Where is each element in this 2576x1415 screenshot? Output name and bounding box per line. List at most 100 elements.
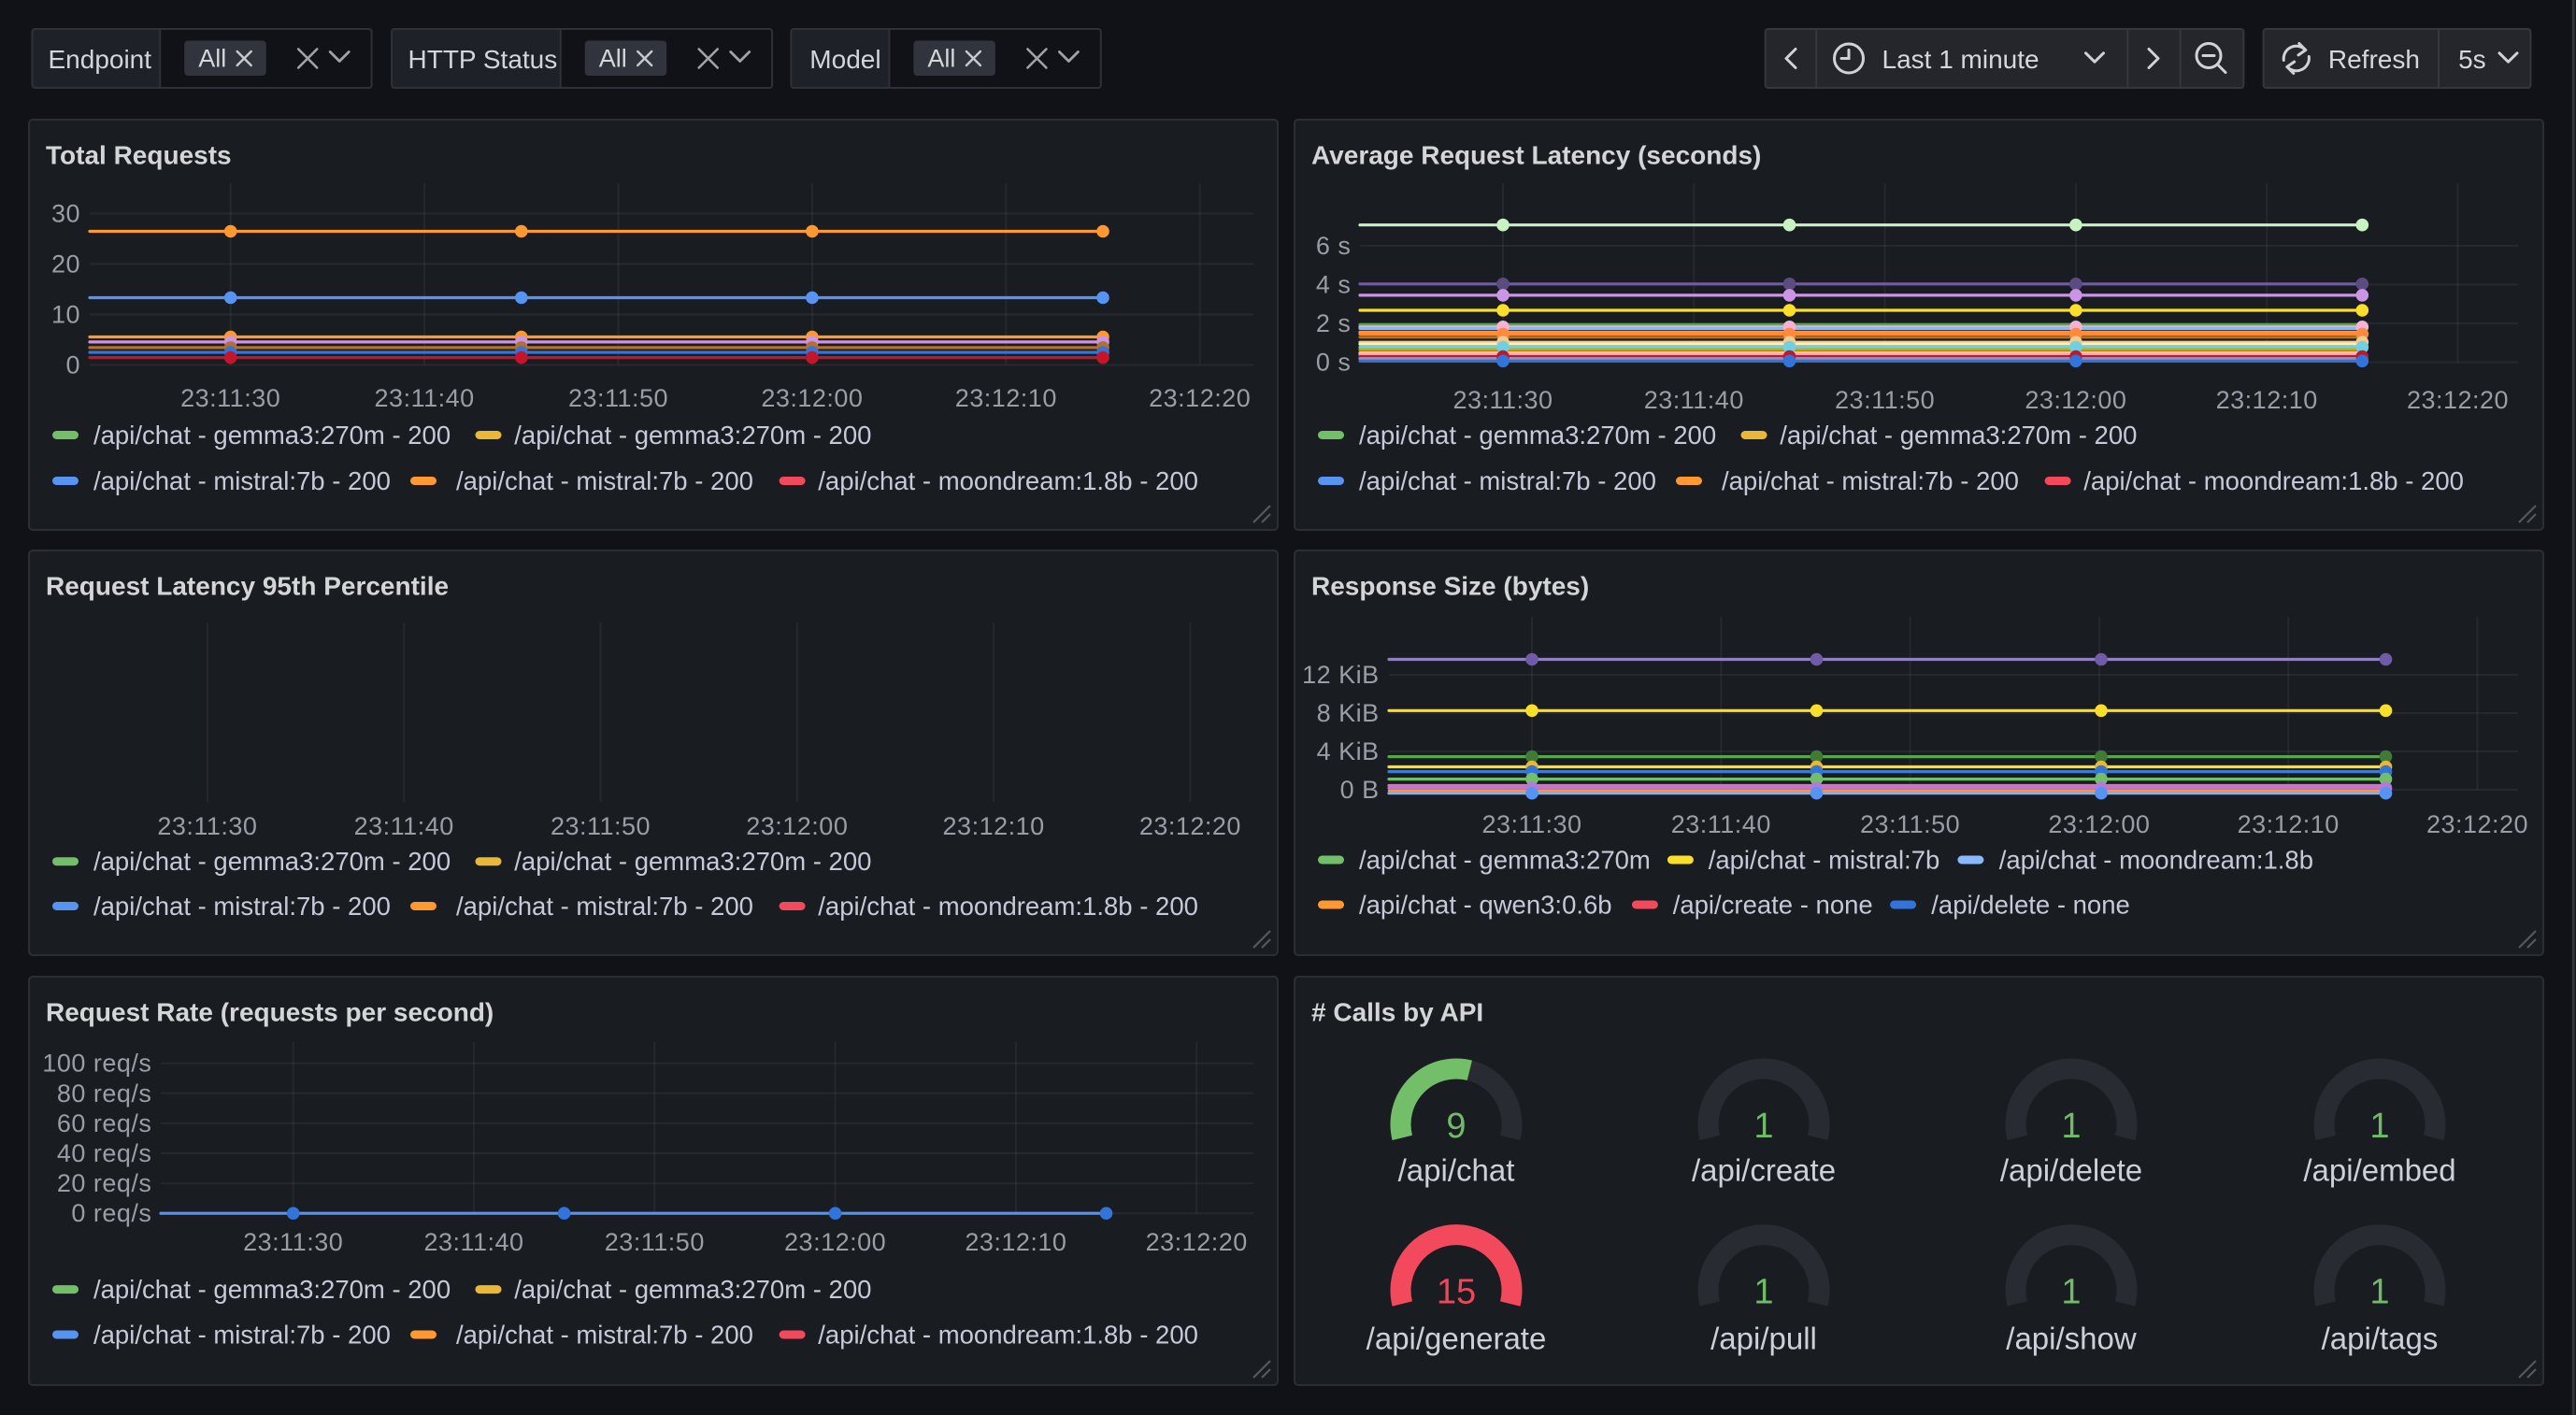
svg-text:23:11:30: 23:11:30 <box>157 812 257 840</box>
svg-text:/api/chat - gemma3:270m - 200: /api/chat - gemma3:270m - 200 <box>514 1275 871 1304</box>
svg-text:/api/chat - gemma3:270m - 200: /api/chat - gemma3:270m - 200 <box>93 421 451 450</box>
svg-text:8 KiB: 8 KiB <box>1317 699 1380 727</box>
svg-text:/api/create - none: /api/create - none <box>1673 891 1873 920</box>
svg-text:/api/chat - mistral:7b - 200: /api/chat - mistral:7b - 200 <box>1359 466 1656 495</box>
svg-text:Total Requests: Total Requests <box>46 141 232 170</box>
svg-text:# Calls by API: # Calls by API <box>1311 998 1483 1027</box>
svg-text:/api/chat - gemma3:270m: /api/chat - gemma3:270m <box>1359 846 1651 875</box>
svg-text:6 s: 6 s <box>1316 232 1352 260</box>
svg-text:0: 0 <box>65 351 80 379</box>
svg-text:/api/chat - mistral:7b - 200: /api/chat - mistral:7b - 200 <box>456 1321 753 1350</box>
svg-text:23:11:50: 23:11:50 <box>605 1228 705 1256</box>
svg-text:/api/delete: /api/delete <box>2000 1153 2142 1188</box>
svg-text:All: All <box>927 45 955 73</box>
svg-text:/api/chat - gemma3:270m - 200: /api/chat - gemma3:270m - 200 <box>1780 421 2137 450</box>
svg-text:20 req/s: 20 req/s <box>57 1169 152 1197</box>
svg-text:100 req/s: 100 req/s <box>42 1050 151 1078</box>
svg-text:23:11:40: 23:11:40 <box>1671 810 1771 838</box>
svg-text:2 s: 2 s <box>1316 309 1352 337</box>
svg-text:23:11:30: 23:11:30 <box>243 1228 343 1256</box>
svg-text:23:12:00: 23:12:00 <box>2048 810 2150 838</box>
svg-text:Model: Model <box>809 45 880 74</box>
svg-text:0 B: 0 B <box>1340 776 1380 804</box>
svg-text:/api/create: /api/create <box>1692 1153 1836 1188</box>
svg-text:/api/embed: /api/embed <box>2303 1153 2455 1188</box>
svg-text:23:12:10: 23:12:10 <box>2238 810 2340 838</box>
svg-text:23:11:40: 23:11:40 <box>375 384 475 412</box>
svg-text:/api/chat - gemma3:270m - 200: /api/chat - gemma3:270m - 200 <box>1359 421 1716 450</box>
svg-text:/api/chat - moondream:1.8b - 2: /api/chat - moondream:1.8b - 200 <box>818 466 1198 495</box>
svg-text:/api/chat - gemma3:270m - 200: /api/chat - gemma3:270m - 200 <box>93 847 451 876</box>
svg-text:/api/chat - mistral:7b - 200: /api/chat - mistral:7b - 200 <box>1722 466 2019 495</box>
svg-text:/api/chat - mistral:7b: /api/chat - mistral:7b <box>1709 846 1940 875</box>
svg-text:/api/chat - qwen3:0.6b: /api/chat - qwen3:0.6b <box>1359 891 1612 920</box>
svg-text:80 req/s: 80 req/s <box>57 1079 152 1108</box>
svg-text:23:11:40: 23:11:40 <box>423 1228 523 1256</box>
svg-text:23:11:50: 23:11:50 <box>568 384 668 412</box>
svg-text:1: 1 <box>1753 1107 1773 1146</box>
svg-text:0 s: 0 s <box>1316 349 1352 377</box>
svg-text:23:11:50: 23:11:50 <box>1860 810 1960 838</box>
svg-text:Request Latency 95th Percentil: Request Latency 95th Percentile <box>46 572 449 601</box>
svg-text:1: 1 <box>2061 1273 2081 1312</box>
svg-text:/api/chat - mistral:7b - 200: /api/chat - mistral:7b - 200 <box>456 466 753 495</box>
svg-text:23:12:10: 23:12:10 <box>955 384 1057 412</box>
svg-text:1: 1 <box>2369 1107 2389 1146</box>
svg-text:23:12:20: 23:12:20 <box>1149 384 1251 412</box>
svg-text:Response Size (bytes): Response Size (bytes) <box>1311 572 1589 601</box>
svg-text:12 KiB: 12 KiB <box>1302 661 1380 689</box>
svg-text:23:12:00: 23:12:00 <box>784 1228 886 1256</box>
svg-text:Endpoint: Endpoint <box>49 45 152 74</box>
svg-text:20: 20 <box>51 250 80 279</box>
svg-text:4 KiB: 4 KiB <box>1317 737 1380 765</box>
svg-text:/api/chat - mistral:7b - 200: /api/chat - mistral:7b - 200 <box>93 892 391 921</box>
svg-text:/api/chat - gemma3:270m - 200: /api/chat - gemma3:270m - 200 <box>514 847 871 876</box>
svg-text:23:11:30: 23:11:30 <box>180 384 280 412</box>
svg-text:/api/chat - moondream:1.8b - 2: /api/chat - moondream:1.8b - 200 <box>818 1321 1198 1350</box>
svg-text:23:11:30: 23:11:30 <box>1481 810 1581 838</box>
svg-text:All: All <box>599 45 627 73</box>
svg-text:Refresh: Refresh <box>2328 45 2420 74</box>
svg-text:/api/show: /api/show <box>2006 1322 2137 1356</box>
svg-text:10: 10 <box>51 301 80 329</box>
svg-text:23:11:50: 23:11:50 <box>551 812 651 840</box>
svg-text:1: 1 <box>1753 1273 1773 1312</box>
svg-text:23:12:10: 23:12:10 <box>943 812 1045 840</box>
svg-text:23:12:20: 23:12:20 <box>1139 812 1241 840</box>
svg-text:Average Request Latency (secon: Average Request Latency (seconds) <box>1311 141 1761 170</box>
svg-text:23:11:40: 23:11:40 <box>354 812 454 840</box>
svg-text:23:12:10: 23:12:10 <box>965 1228 1066 1256</box>
svg-text:/api/chat - moondream:1.8b - 2: /api/chat - moondream:1.8b - 200 <box>818 892 1198 921</box>
svg-text:23:12:10: 23:12:10 <box>2216 386 2318 414</box>
svg-text:9: 9 <box>1446 1107 1466 1146</box>
svg-text:/api/chat - moondream:1.8b: /api/chat - moondream:1.8b <box>1999 846 2313 875</box>
svg-text:15: 15 <box>1437 1273 1476 1312</box>
svg-text:23:11:30: 23:11:30 <box>1453 386 1553 414</box>
svg-text:23:12:00: 23:12:00 <box>761 384 863 412</box>
svg-text:4 s: 4 s <box>1316 271 1352 299</box>
svg-text:0 req/s: 0 req/s <box>71 1199 151 1227</box>
svg-text:All: All <box>198 45 226 73</box>
svg-text:23:11:50: 23:11:50 <box>1835 386 1935 414</box>
svg-text:Request Rate (requests per sec: Request Rate (requests per second) <box>46 998 494 1027</box>
svg-text:/api/chat - gemma3:270m - 200: /api/chat - gemma3:270m - 200 <box>514 421 871 450</box>
svg-text:23:12:00: 23:12:00 <box>2025 386 2126 414</box>
svg-text:Last 1 minute: Last 1 minute <box>1882 45 2039 74</box>
svg-text:5s: 5s <box>2458 45 2486 74</box>
svg-text:23:11:40: 23:11:40 <box>1644 386 1744 414</box>
svg-text:1: 1 <box>2369 1273 2389 1312</box>
svg-text:1: 1 <box>2061 1107 2081 1146</box>
svg-text:30: 30 <box>51 200 80 228</box>
svg-text:23:12:20: 23:12:20 <box>2426 810 2528 838</box>
svg-text:/api/chat: /api/chat <box>1398 1153 1515 1188</box>
svg-text:23:12:20: 23:12:20 <box>2407 386 2509 414</box>
svg-text:/api/tags: /api/tags <box>2322 1322 2439 1356</box>
svg-text:/api/chat - mistral:7b - 200: /api/chat - mistral:7b - 200 <box>456 892 753 921</box>
svg-text:/api/pull: /api/pull <box>1710 1322 1817 1356</box>
svg-text:/api/delete - none: /api/delete - none <box>1931 891 2130 920</box>
svg-text:60 req/s: 60 req/s <box>57 1109 152 1137</box>
svg-text:23:12:00: 23:12:00 <box>746 812 848 840</box>
svg-text:/api/chat - mistral:7b - 200: /api/chat - mistral:7b - 200 <box>93 466 391 495</box>
svg-text:HTTP Status: HTTP Status <box>408 45 558 74</box>
svg-text:23:12:20: 23:12:20 <box>1146 1228 1248 1256</box>
